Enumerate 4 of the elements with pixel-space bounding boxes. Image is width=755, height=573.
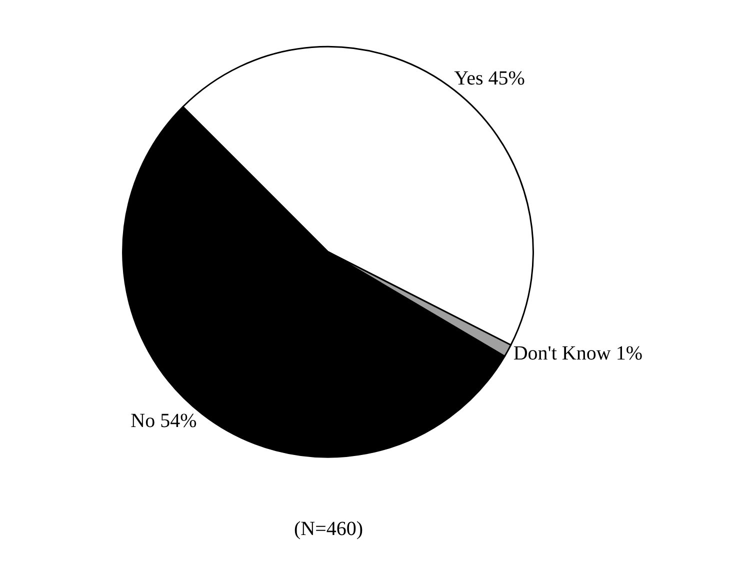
text: (N=460) bbox=[294, 518, 364, 540]
slice-label: Yes 45% bbox=[454, 68, 525, 90]
slice-label: No 54% bbox=[130, 410, 197, 432]
slice-label: Don't Know 1% bbox=[513, 342, 642, 364]
